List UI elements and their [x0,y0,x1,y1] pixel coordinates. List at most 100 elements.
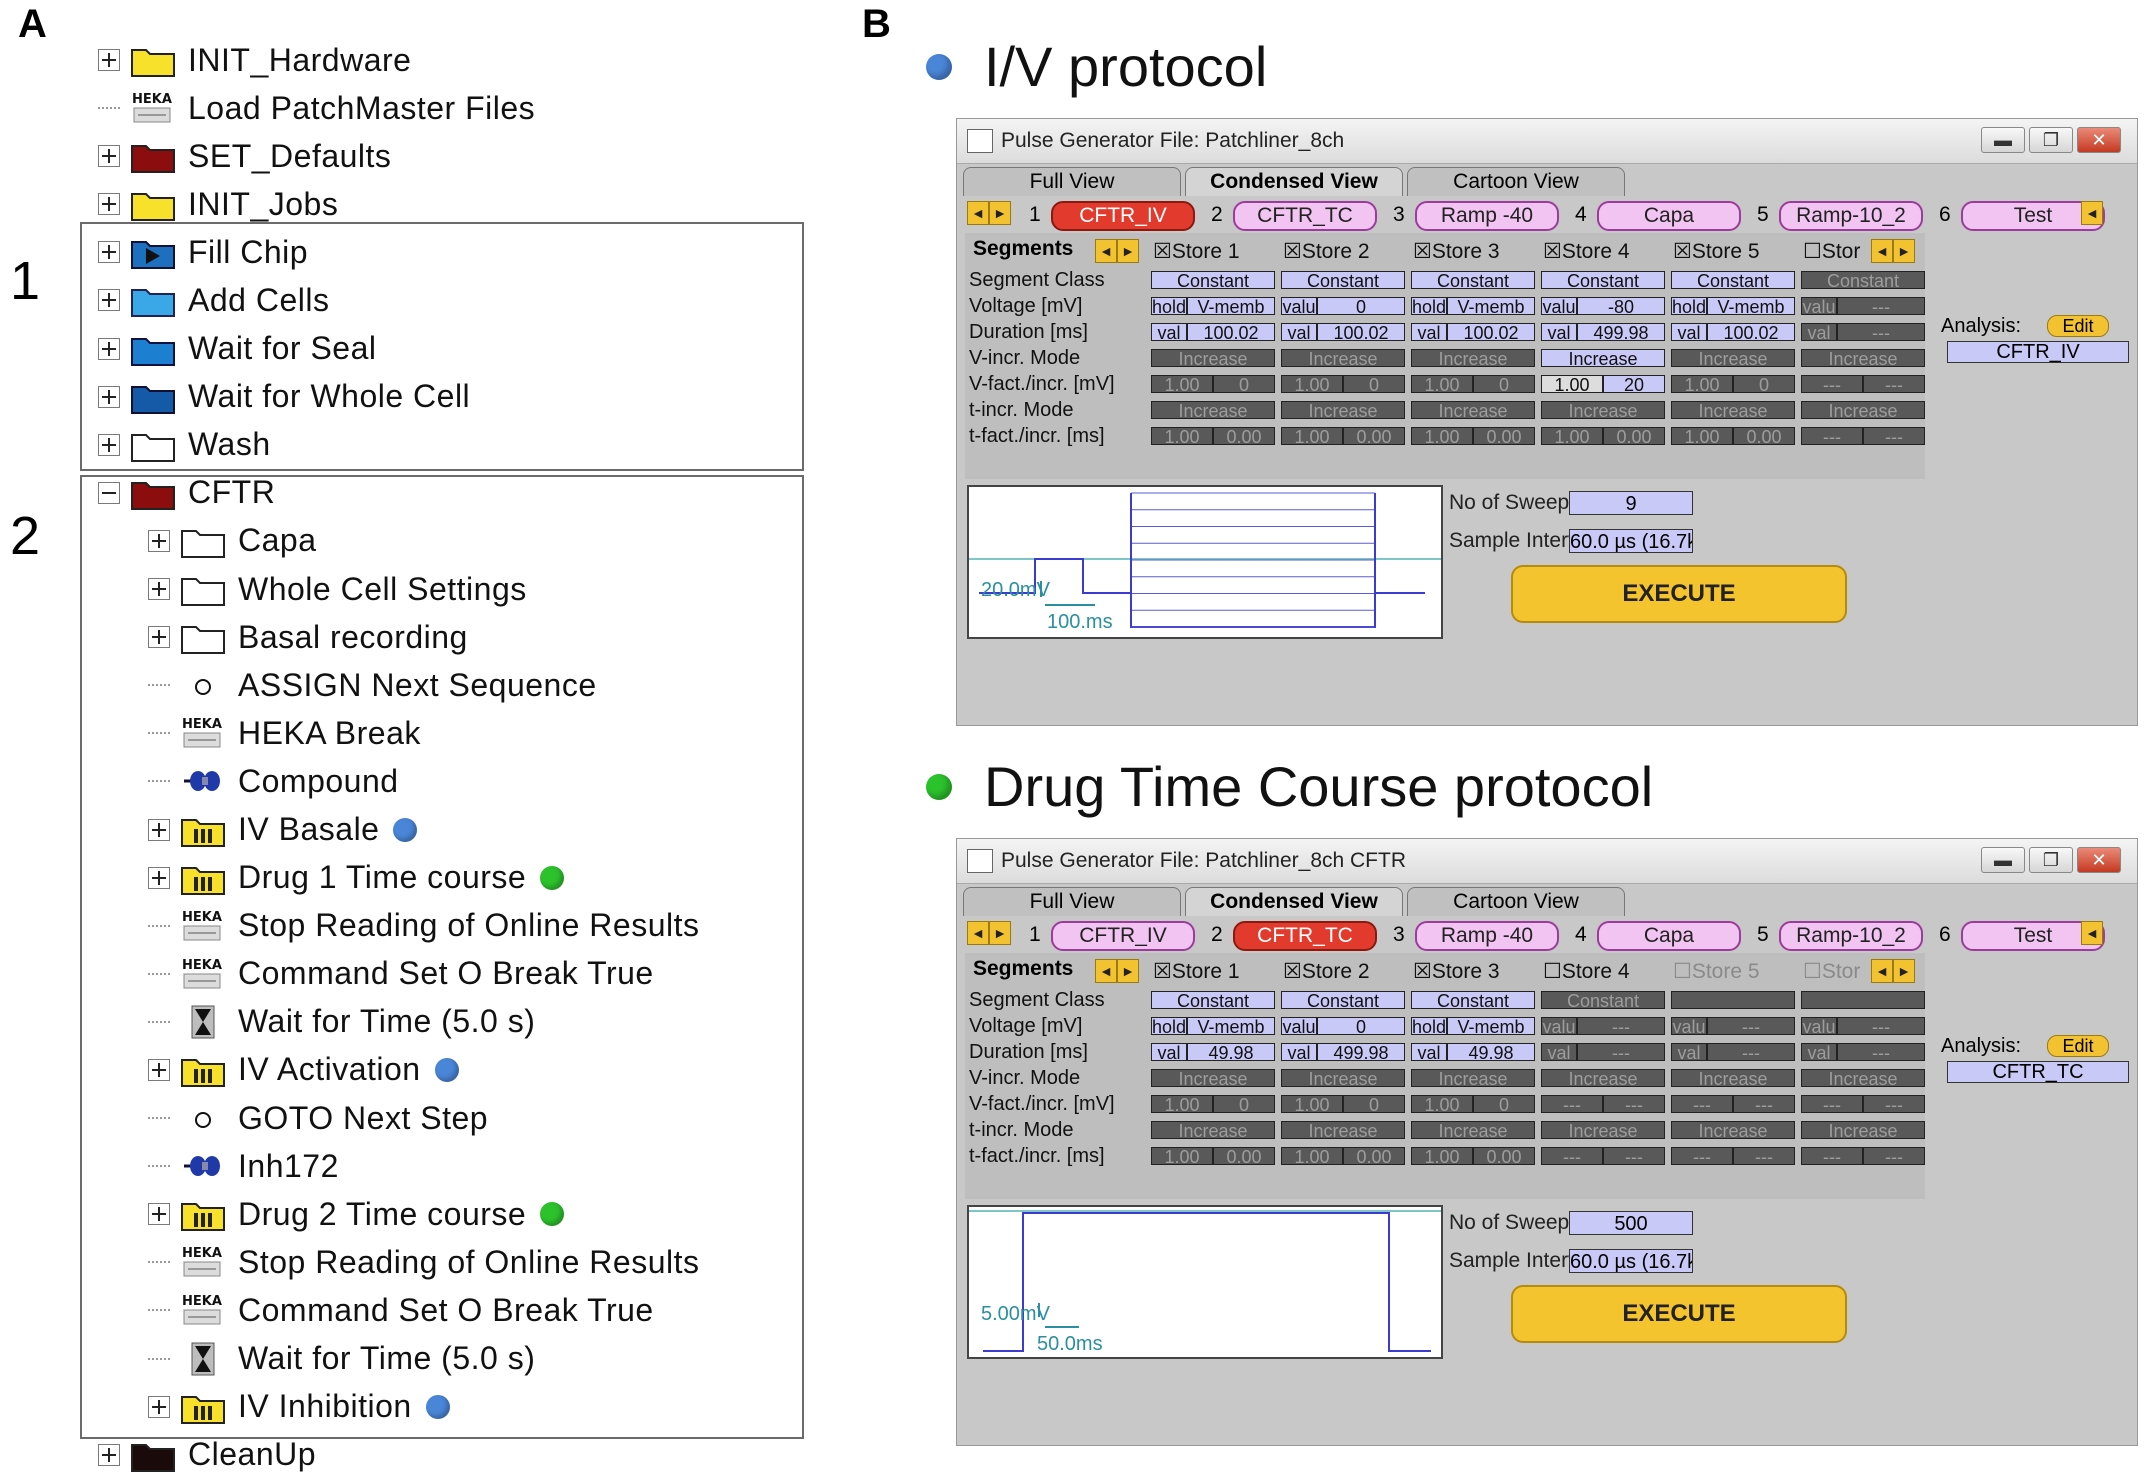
v-incr-field[interactable]: 0 [1213,1095,1275,1113]
collapse-minus-icon[interactable] [98,481,120,504]
t-incr-mode-select[interactable]: Increase [1671,401,1795,419]
v-incr-mode-select[interactable]: Increase [1801,349,1925,367]
slot-scroll-arrow-icon[interactable]: ◄ [2081,921,2103,945]
segment-class-select[interactable]: Constant [1411,271,1535,289]
segment-scroll-right-icon[interactable]: ► [1893,239,1915,263]
tab-full-view[interactable]: Full View [963,167,1181,196]
expand-plus-icon[interactable] [98,49,120,71]
sequence-slot[interactable]: CFTR_IV [1051,921,1195,951]
t-fact-field[interactable]: --- [1541,1147,1603,1165]
segment-class-select[interactable] [1671,991,1795,1009]
tree-item[interactable]: ASSIGN Next Sequence [148,661,597,709]
duration-value-field[interactable]: --- [1837,1043,1925,1061]
sample-interval-input[interactable]: 60.0 µs (16.7kHz [1569,1249,1693,1273]
close-button[interactable]: ✕ [2077,847,2121,873]
duration-value-field[interactable]: 499.98 [1577,323,1665,341]
tree-item[interactable]: HEKA Command Set O Break True [148,1286,654,1334]
v-incr-mode-select[interactable]: Increase [1541,349,1665,367]
tree-item[interactable]: HEKA Stop Reading of Online Results [148,1238,699,1286]
v-incr-field[interactable]: 0 [1343,1095,1405,1113]
t-fact-field[interactable]: --- [1671,1147,1733,1165]
tree-item[interactable]: Wait for Seal [98,325,376,373]
v-incr-field[interactable]: --- [1603,1095,1665,1113]
v-incr-mode-select[interactable]: Increase [1671,1069,1795,1087]
tree-item[interactable]: HEKA Stop Reading of Online Results [148,902,699,950]
v-incr-mode-select[interactable]: Increase [1671,349,1795,367]
expand-plus-icon[interactable] [148,1203,170,1226]
tree-item[interactable]: Basal recording [148,613,468,661]
tree-item[interactable]: Inh172 [148,1142,339,1190]
v-fact-field[interactable]: 1.00 [1151,375,1213,393]
segment-class-select[interactable]: Constant [1151,991,1275,1009]
v-fact-field[interactable]: 1.00 [1281,1095,1343,1113]
previous-arrow-icon[interactable]: ◄ [967,921,989,945]
duration-value-field[interactable]: 49.98 [1447,1043,1535,1061]
expand-plus-icon[interactable] [148,1058,170,1081]
tree-item[interactable]: CFTR [98,469,275,517]
tree-item[interactable]: Add Cells [98,276,329,324]
duration-value-field[interactable]: 499.98 [1317,1043,1405,1061]
voltage-value-field[interactable]: 0 [1317,297,1405,315]
v-incr-field[interactable]: --- [1863,1095,1925,1113]
tree-item[interactable]: Wait for Time (5.0 s) [148,998,535,1046]
store-checkbox[interactable]: ☐Stor [1803,960,1861,983]
store-checkbox[interactable]: ☐Store 4 [1543,960,1630,983]
t-incr-mode-select[interactable]: Increase [1541,401,1665,419]
voltage-value-field[interactable]: --- [1837,297,1925,315]
duration-mode-field[interactable]: val [1671,1043,1707,1061]
expand-plus-icon[interactable] [98,1443,120,1466]
store-checkbox[interactable]: ☒Store 4 [1543,240,1630,263]
voltage-mode-field[interactable]: hold [1151,1017,1187,1035]
duration-mode-field[interactable]: val [1411,323,1447,341]
duration-value-field[interactable]: 100.02 [1707,323,1795,341]
segment-class-select[interactable]: Constant [1281,271,1405,289]
sequence-slot[interactable]: Ramp -40 [1415,921,1559,951]
tree-item[interactable]: CleanUp [98,1431,316,1479]
duration-value-field[interactable]: 100.02 [1187,323,1275,341]
v-incr-field[interactable]: 0 [1733,375,1795,393]
expand-plus-icon[interactable] [148,578,170,601]
t-incr-field[interactable]: --- [1863,427,1925,445]
v-fact-field[interactable]: --- [1801,375,1863,393]
tree-item[interactable]: Fill Chip [98,228,308,276]
duration-mode-field[interactable]: val [1801,1043,1837,1061]
t-fact-field[interactable]: 1.00 [1671,427,1733,445]
sequence-slot[interactable]: Capa [1597,921,1741,951]
next-arrow-icon[interactable]: ► [989,201,1011,225]
sweeps-input[interactable]: 9 [1569,491,1693,515]
v-fact-field[interactable]: --- [1801,1095,1863,1113]
execute-button[interactable]: EXECUTE [1511,565,1847,623]
tree-item[interactable]: HEKA Load PatchMaster Files [98,84,535,132]
v-fact-field[interactable]: 1.00 [1281,375,1343,393]
segment-scroll-left-icon[interactable]: ◄ [1871,959,1893,983]
duration-mode-field[interactable]: val [1151,1043,1187,1061]
voltage-mode-field[interactable]: hold [1411,297,1447,315]
voltage-value-field[interactable]: --- [1707,1017,1795,1035]
store-checkbox[interactable]: ☐Store 5 [1673,960,1760,983]
t-fact-field[interactable]: 1.00 [1281,427,1343,445]
voltage-mode-field[interactable]: valu [1281,297,1317,315]
v-fact-field[interactable]: --- [1541,1095,1603,1113]
tree-item[interactable]: INIT_Jobs [98,180,338,228]
tree-item[interactable]: Wait for Whole Cell [98,373,470,421]
tree-item[interactable]: Compound [148,757,399,805]
t-incr-field[interactable]: 0.00 [1473,1147,1535,1165]
sweeps-input[interactable]: 500 [1569,1211,1693,1235]
t-fact-field[interactable]: 1.00 [1281,1147,1343,1165]
tree-item[interactable]: GOTO Next Step [148,1094,488,1142]
next-arrow-icon[interactable]: ► [989,921,1011,945]
edit-analysis-button[interactable]: Edit [2047,315,2109,337]
expand-plus-icon[interactable] [98,193,120,216]
sequence-slot[interactable]: CFTR_IV [1051,201,1195,231]
duration-value-field[interactable]: --- [1707,1043,1795,1061]
voltage-mode-field[interactable]: hold [1671,297,1707,315]
segment-prev-arrow-icon[interactable]: ◄ [1095,959,1117,983]
t-incr-mode-select[interactable]: Increase [1151,1121,1275,1139]
duration-mode-field[interactable]: val [1541,1043,1577,1061]
store-checkbox[interactable]: ☒Store 3 [1413,240,1500,263]
duration-value-field[interactable]: --- [1577,1043,1665,1061]
segment-prev-arrow-icon[interactable]: ◄ [1095,239,1117,263]
tree-item[interactable]: Drug 2 Time course [148,1190,565,1238]
v-fact-field[interactable]: 1.00 [1411,1095,1473,1113]
voltage-mode-field[interactable]: valu [1541,297,1577,315]
